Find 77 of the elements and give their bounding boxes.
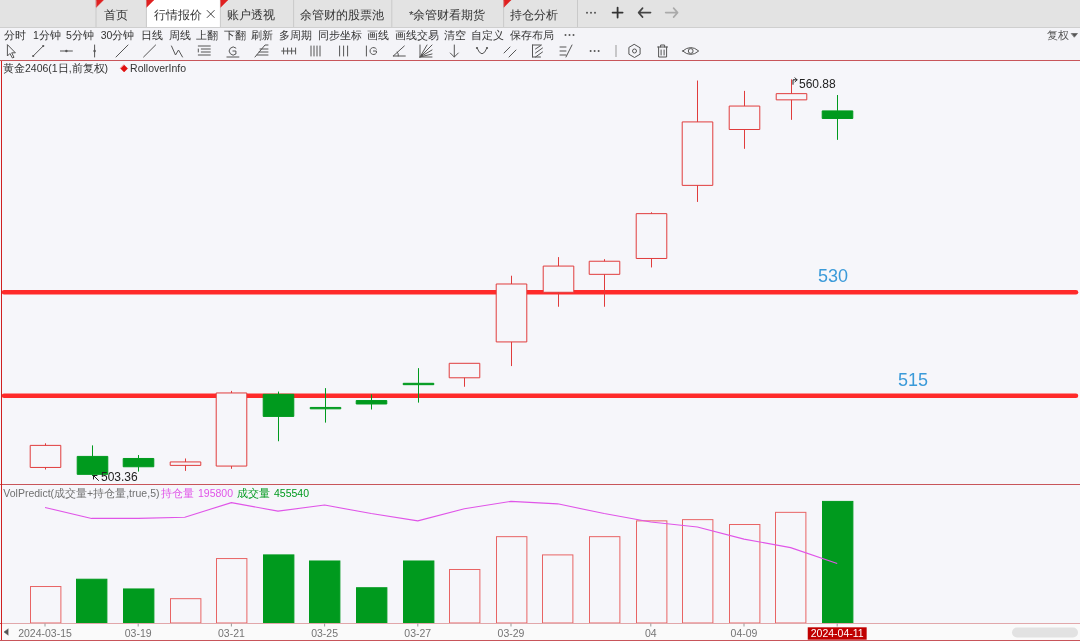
chart-title: 黄金2406(1日,前复权) — [3, 62, 109, 74]
candlestick — [309, 387, 342, 424]
bar — [775, 511, 807, 624]
bar — [822, 500, 854, 624]
bar — [30, 586, 62, 624]
candlestick — [402, 367, 435, 404]
bar — [403, 560, 435, 624]
text: 持仓分析 — [510, 8, 558, 21]
annotation: 560.88 — [799, 77, 837, 92]
text: 复权 — [1047, 29, 1069, 41]
x-tick-label: 04-09 — [730, 627, 758, 640]
bar — [496, 536, 528, 624]
series-label: 持仓量 — [160, 487, 194, 499]
candlestick — [495, 275, 528, 367]
ref-line-label: 515 — [897, 369, 928, 390]
text: 下翻 — [223, 29, 246, 41]
candlestick — [262, 391, 295, 442]
bar — [263, 554, 295, 624]
text: 日线 — [141, 29, 163, 41]
bar — [216, 558, 248, 624]
candlestick — [215, 390, 248, 470]
x-tick-label: 03-25 — [311, 627, 339, 640]
candlestick — [29, 442, 62, 471]
text: 画线 — [366, 29, 389, 41]
candlestick — [122, 454, 155, 473]
text: 首页 — [103, 8, 128, 21]
annotation: 503.36 — [101, 469, 139, 484]
candlestick — [821, 94, 854, 141]
text: *余管财看期货 — [409, 8, 486, 22]
candlestick — [588, 258, 621, 308]
text: 保存布局 — [509, 29, 554, 41]
bar — [123, 588, 155, 624]
x-tick-label: 03-19 — [124, 627, 152, 640]
text: 周线 — [168, 29, 191, 41]
text: 自定义 — [471, 29, 505, 41]
candlestick — [635, 211, 668, 268]
bar — [682, 519, 714, 624]
text: 同步坐标 — [318, 29, 362, 41]
text: 清空 — [443, 29, 466, 41]
text: 画线交易 — [394, 29, 439, 41]
bar — [76, 578, 108, 624]
candlestick — [728, 90, 761, 150]
x-tick-label: 03-29 — [497, 627, 525, 640]
bar — [542, 554, 574, 624]
bar — [309, 560, 341, 624]
ref-line-label: 530 — [817, 266, 848, 287]
text: 刷新 — [251, 29, 273, 41]
x-tick-label: 2024-04-11 — [810, 627, 864, 640]
text: 30分钟 — [100, 29, 135, 41]
chart-title: VolPredict(成交量+持仓量,true,5) — [3, 487, 160, 499]
bar — [449, 569, 481, 624]
x-tick-label: 2024-03-15 — [18, 627, 73, 640]
bar — [170, 598, 202, 624]
text: 行情报价 — [153, 8, 202, 21]
candlestick — [542, 256, 575, 308]
x-tick-label: 03-21 — [217, 627, 245, 640]
text: 成交量 — [237, 487, 271, 499]
bar — [636, 520, 668, 624]
candlestick — [169, 457, 202, 472]
text: 上翻 — [195, 29, 218, 41]
text: 余管财的股票池 — [300, 8, 384, 21]
bar — [729, 524, 761, 624]
text: 5分钟 — [66, 29, 94, 41]
text: 账户透视 — [227, 7, 275, 21]
text: 1分钟 — [32, 29, 61, 41]
candlestick — [681, 80, 714, 203]
chart-subtitle: RolloverInfo — [130, 62, 187, 74]
text: 分时 — [4, 29, 27, 41]
candlestick — [355, 393, 388, 411]
text: 195800 — [197, 487, 234, 499]
text: 多周期 — [279, 29, 312, 41]
x-tick-label: 04 — [644, 627, 657, 640]
bar — [356, 587, 388, 624]
bar — [589, 536, 621, 624]
x-tick-label: 03-27 — [404, 627, 432, 640]
text: 455540 — [274, 487, 310, 499]
candlestick — [448, 362, 481, 388]
